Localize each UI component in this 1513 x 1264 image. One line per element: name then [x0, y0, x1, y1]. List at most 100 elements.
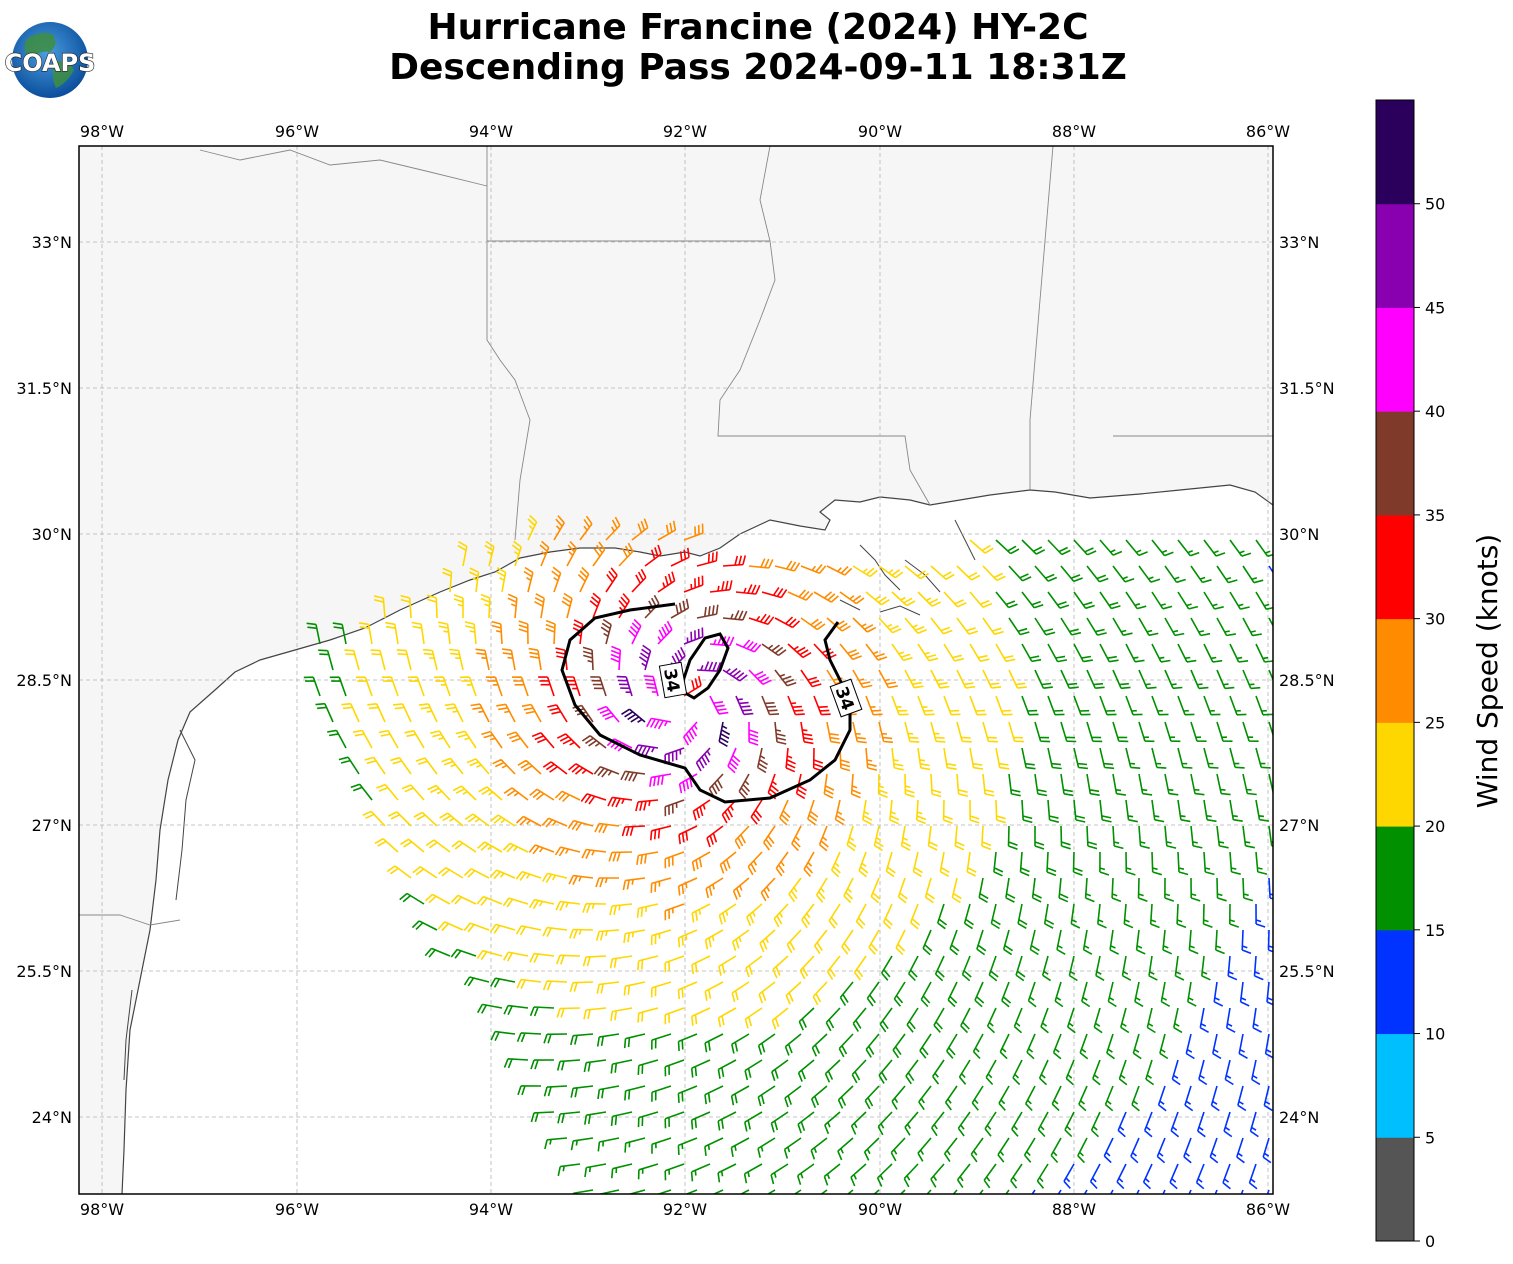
wind-barb — [939, 851, 950, 877]
wind-barb — [793, 1189, 802, 1194]
wind-barb — [969, 747, 984, 770]
wind-barb — [1099, 799, 1112, 823]
wind-barb — [1187, 981, 1197, 1007]
wind-barb — [1209, 1137, 1219, 1164]
wind-barb — [611, 1163, 633, 1179]
wind-barb — [830, 851, 841, 878]
wind-barb — [1073, 747, 1088, 770]
wind-barb — [678, 825, 698, 845]
wind-barb — [561, 592, 573, 619]
wind-barb — [555, 900, 581, 911]
wind-barb — [1034, 669, 1053, 689]
wind-barb — [492, 758, 516, 775]
wind-barb — [1190, 617, 1211, 637]
colorbar-tick-label-50: 50 — [1425, 195, 1445, 214]
wind-barb — [722, 667, 748, 682]
colorbar-bin-30-35 — [1376, 514, 1414, 620]
wind-barb — [631, 518, 649, 541]
wind-barb — [503, 1058, 529, 1069]
wind-barb — [1052, 1033, 1062, 1060]
wind-barb — [1112, 617, 1133, 636]
lat-label-right-27n: 27°N — [1279, 816, 1319, 835]
wind-barb — [1229, 747, 1245, 769]
wind-barb — [1146, 1007, 1156, 1034]
wind-barb — [529, 952, 555, 964]
lon-label-top-98w: 98°W — [80, 122, 124, 141]
wind-barb — [839, 591, 865, 605]
contour-label-1: 34 — [658, 661, 688, 699]
wind-barb — [1183, 1137, 1192, 1164]
wind-barb — [1060, 617, 1082, 636]
wind-barb — [1224, 1059, 1234, 1086]
wind-barb — [1216, 617, 1237, 637]
wind-barb — [318, 649, 334, 671]
wind-barb — [864, 1085, 880, 1110]
wind-barb — [1143, 1111, 1153, 1138]
wind-barb — [557, 1111, 581, 1124]
wind-barb — [947, 981, 958, 1008]
lon-label-bottom-90w: 90°W — [858, 1200, 902, 1219]
wind-barb — [717, 1163, 737, 1183]
wind-barb — [303, 676, 321, 697]
wind-barb — [1034, 565, 1058, 582]
wind-barb — [891, 591, 916, 607]
wind-barb — [853, 955, 867, 981]
wind-barb — [865, 591, 890, 606]
wind-barb — [1151, 799, 1165, 823]
wind-barb — [449, 648, 464, 671]
wind-barb — [528, 647, 542, 671]
wind-barb — [744, 1111, 763, 1132]
wind-barb — [517, 1085, 542, 1096]
wind-barb — [1255, 591, 1273, 610]
wind-barb — [731, 981, 750, 1003]
lat-label-right-33n: 33°N — [1279, 233, 1319, 252]
wind-barb — [823, 1163, 841, 1186]
wind-barb — [1164, 565, 1186, 584]
wind-barb — [863, 1137, 880, 1161]
wind-barb — [1177, 643, 1197, 663]
lat-label-left-31-5n: 31.5°N — [16, 379, 72, 398]
wind-barb — [1170, 1111, 1180, 1138]
wind-barb — [852, 565, 878, 578]
wind-barb — [477, 841, 503, 853]
wind-barb — [1021, 643, 1042, 663]
wind-barb — [469, 567, 480, 593]
wind-barb — [534, 593, 545, 619]
wind-barb — [400, 838, 425, 853]
wind-barb — [1109, 929, 1119, 955]
wind-barb — [1092, 1059, 1101, 1086]
colorbar-bin-10-15 — [1376, 929, 1414, 1035]
wind-barb — [623, 1033, 646, 1049]
wind-barb — [690, 1059, 711, 1078]
wind-barb — [1268, 721, 1273, 738]
wind-barb — [657, 620, 673, 645]
wind-barb — [1201, 955, 1211, 981]
wind-barb — [774, 721, 787, 745]
wind-barb — [976, 929, 987, 956]
wind-barb — [918, 1085, 932, 1111]
wind-barb — [1229, 799, 1243, 822]
wind-barb — [1015, 955, 1026, 982]
wind-barb — [393, 703, 412, 723]
wind-barb — [1268, 617, 1273, 628]
colorbar-label: Wind Speed (knots) — [1471, 534, 1504, 808]
wind-barb — [1008, 565, 1032, 582]
wind-barb — [388, 811, 412, 827]
wind-barb — [709, 580, 733, 593]
wind-barb — [839, 747, 851, 772]
wind-barb — [1050, 1137, 1062, 1164]
wind-barb — [1251, 1059, 1261, 1086]
wind-barb — [1162, 929, 1173, 955]
colorbar-frame — [1375, 99, 1415, 1242]
wind-barb — [638, 644, 652, 671]
wind-barb — [610, 1007, 633, 1022]
wind-barb — [1236, 1137, 1245, 1164]
wind-barb — [730, 1137, 750, 1158]
wind-barb — [1046, 851, 1057, 877]
wind-barb — [982, 565, 1006, 582]
wind-barb — [917, 643, 939, 662]
wind-barb — [609, 955, 633, 969]
wind-barb — [572, 619, 584, 645]
wind-barb — [1266, 981, 1273, 1006]
wind-barb — [338, 756, 360, 775]
